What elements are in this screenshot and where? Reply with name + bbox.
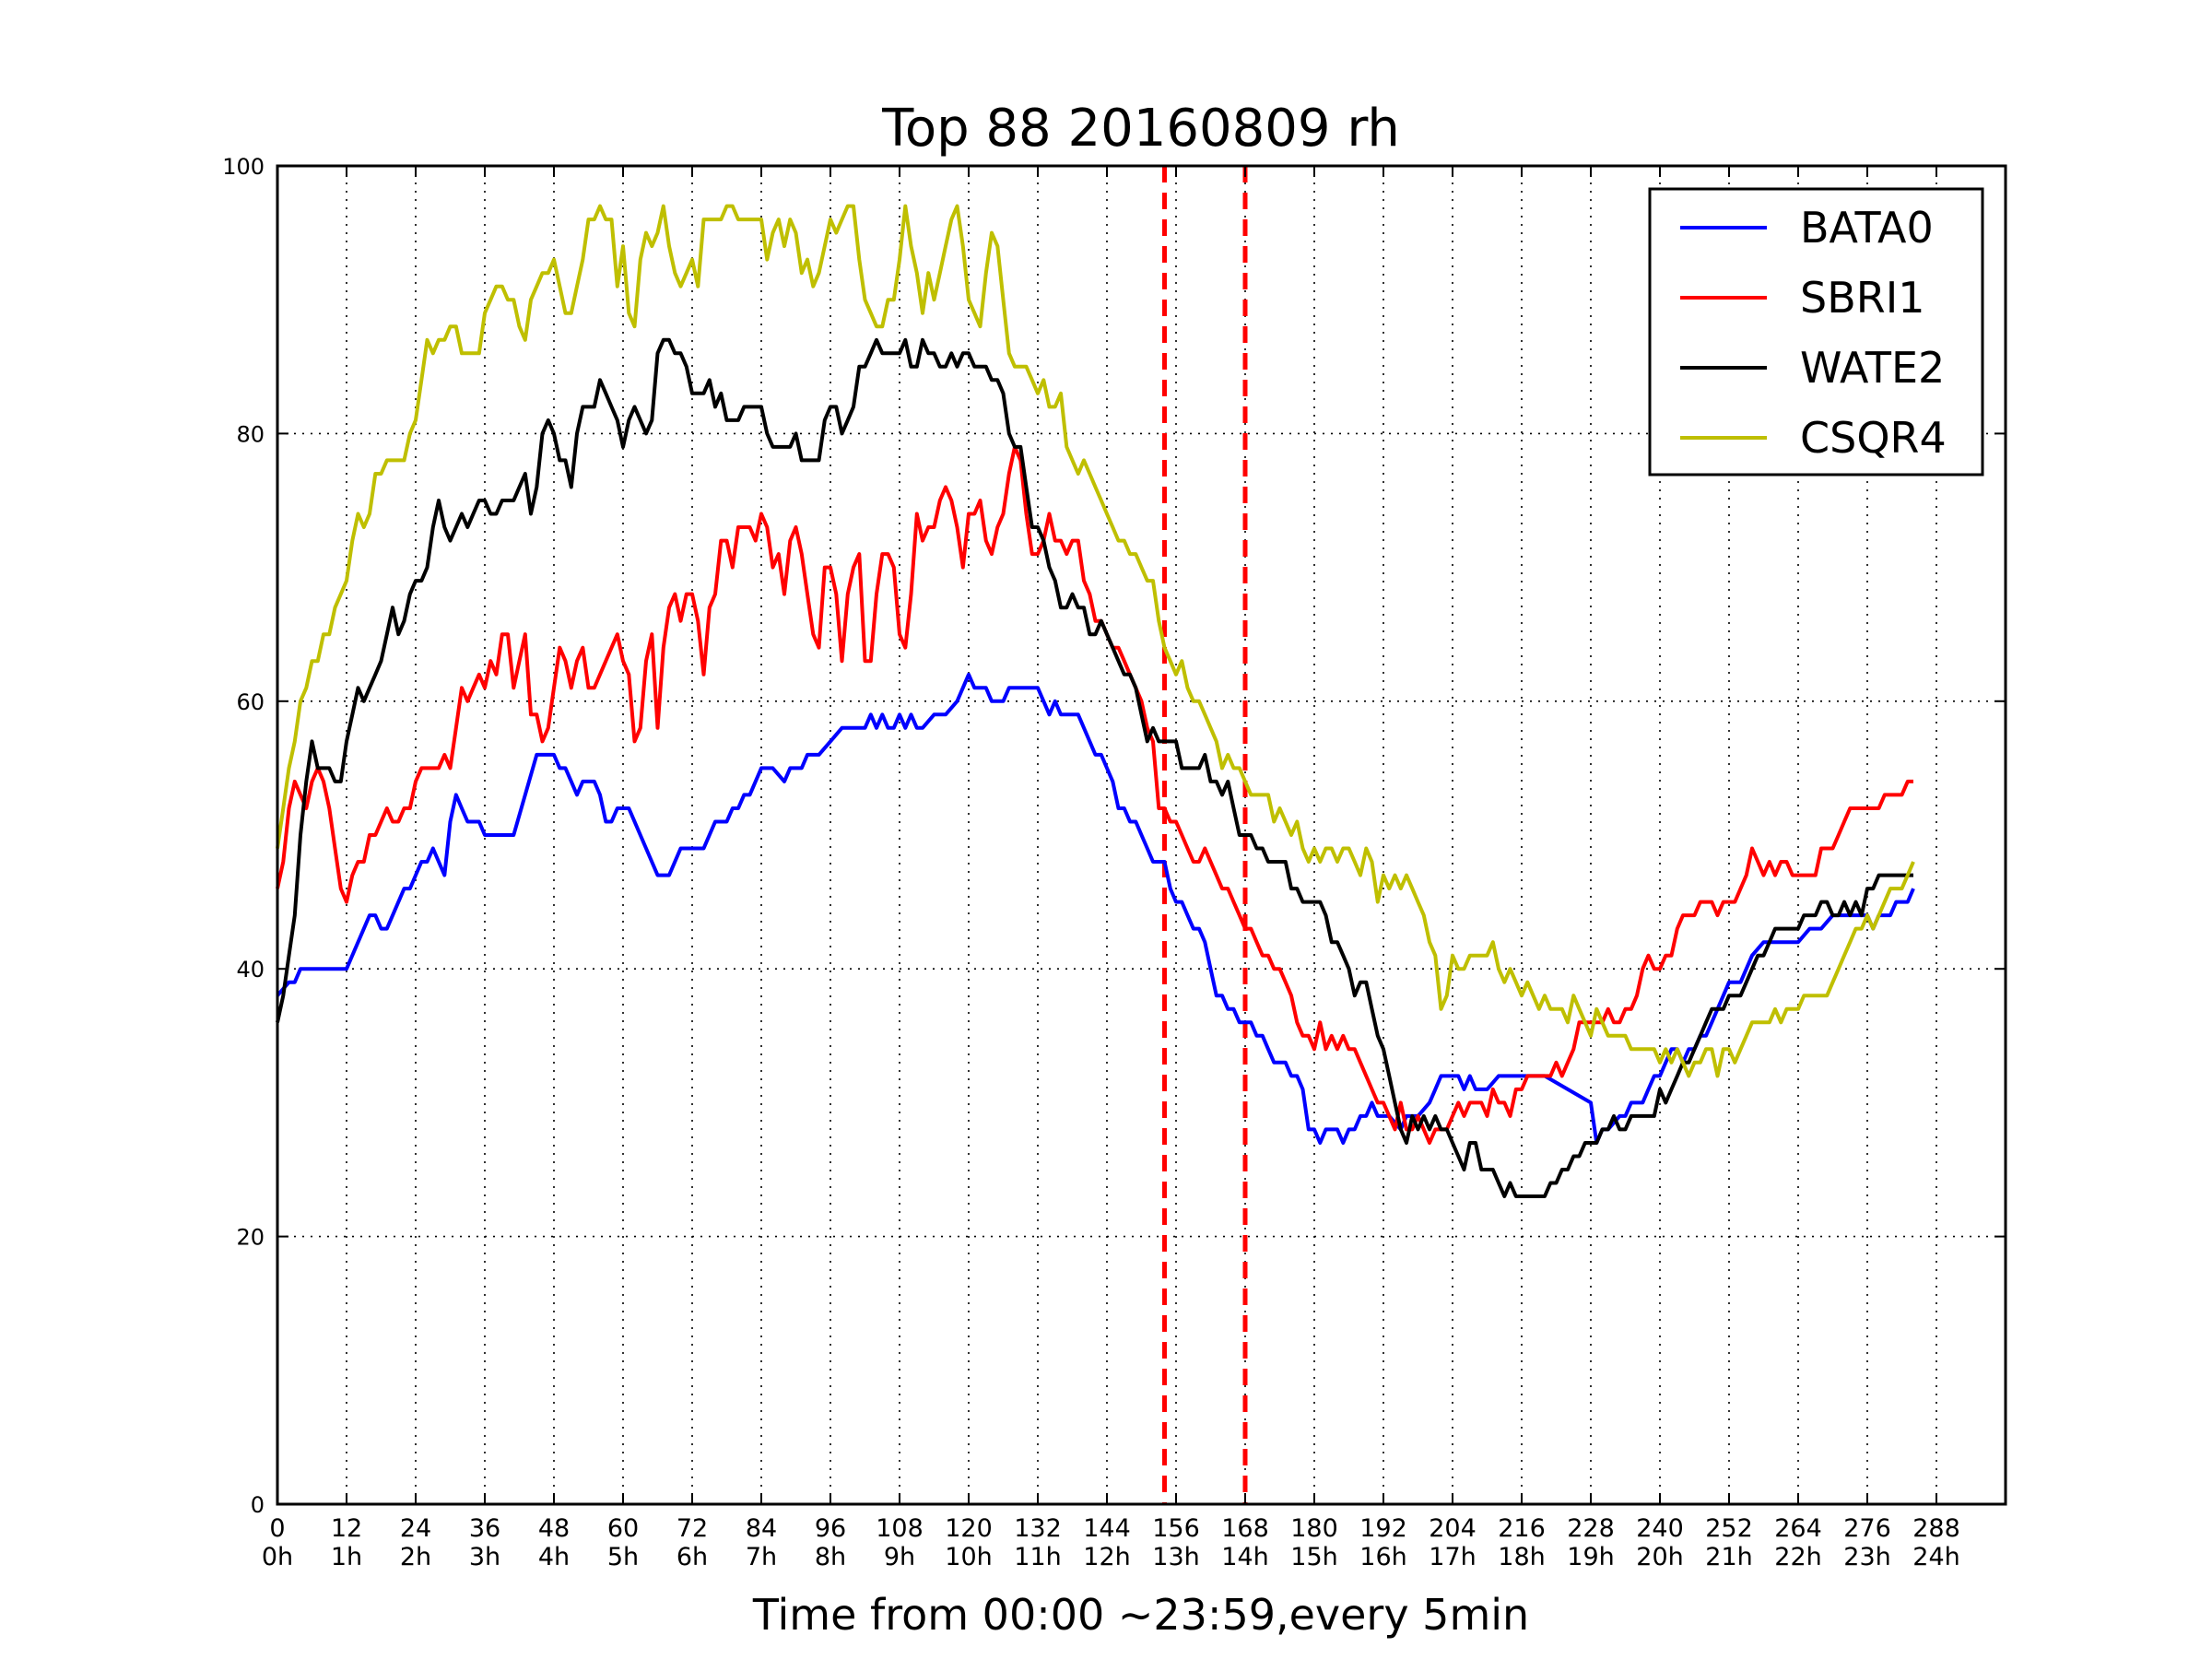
- y-tick-label: 60: [236, 689, 265, 715]
- x-tick-hour-label: 9h: [884, 1543, 915, 1571]
- legend-label: SBRI1: [1800, 273, 1925, 323]
- legend: BATA0 SBRI1 WATE2 CSQR4: [1648, 187, 1984, 477]
- x-tick-hour-label: 13h: [1152, 1543, 1199, 1571]
- x-tick-label: 36: [469, 1514, 500, 1543]
- x-axis-label: Time from 00:00 ~23:59,every 5min: [752, 1590, 1529, 1640]
- axis-ticks: [276, 165, 2006, 1505]
- series-line-sbri1: [276, 444, 1913, 1145]
- x-tick-label: 180: [1290, 1514, 1338, 1543]
- x-tick-hour-label: 24h: [1912, 1543, 1959, 1571]
- y-tick-label: 20: [236, 1225, 265, 1251]
- legend-label: BATA0: [1800, 203, 1934, 253]
- x-tick-label: 84: [746, 1514, 777, 1543]
- x-tick-hour-label: 14h: [1221, 1543, 1268, 1571]
- legend-label: CSQR4: [1800, 413, 1947, 463]
- x-tick-label: 228: [1567, 1514, 1615, 1543]
- x-tick-label: 72: [677, 1514, 708, 1543]
- series-line-csqr4: [276, 204, 1915, 1078]
- x-tick-hour-label: 6h: [677, 1543, 708, 1571]
- x-tick-label: 24: [400, 1514, 431, 1543]
- series-line-bata0: [276, 672, 1915, 1145]
- x-tick-hour-label: 2h: [400, 1543, 431, 1571]
- x-tick-label: 168: [1221, 1514, 1269, 1543]
- chart-title: Top 88 20160809 rh: [881, 99, 1400, 159]
- x-tick-label: 264: [1774, 1514, 1822, 1543]
- x-tick-hour-label: 7h: [746, 1543, 777, 1571]
- x-tick-hour-label: 22h: [1774, 1543, 1821, 1571]
- y-tick-label: 100: [222, 154, 265, 180]
- x-tick-hour-label: 23h: [1843, 1543, 1890, 1571]
- x-tick-label: 192: [1359, 1514, 1407, 1543]
- legend-box: [1648, 187, 1984, 477]
- x-tick-label: 156: [1152, 1514, 1200, 1543]
- x-tick-label: 48: [538, 1514, 570, 1543]
- x-tick-label: 60: [607, 1514, 639, 1543]
- x-tick-hour-label: 17h: [1429, 1543, 1476, 1571]
- x-tick-hour-label: 18h: [1498, 1543, 1545, 1571]
- x-tick-label: 252: [1705, 1514, 1753, 1543]
- x-tick-label: 120: [945, 1514, 993, 1543]
- x-tick-hour-label: 4h: [538, 1543, 570, 1571]
- x-tick-label: 144: [1083, 1514, 1131, 1543]
- x-tick-label: 216: [1498, 1514, 1546, 1543]
- x-tick-label: 132: [1014, 1514, 1062, 1543]
- x-tick-label: 108: [876, 1514, 924, 1543]
- legend-label: WATE2: [1800, 343, 1945, 393]
- x-tick-label: 204: [1429, 1514, 1477, 1543]
- x-tick-label: 288: [1912, 1514, 1960, 1543]
- series-line-wate2: [276, 337, 1913, 1198]
- x-tick-hour-label: 21h: [1705, 1543, 1752, 1571]
- plot-frame: [276, 164, 2007, 1506]
- x-tick-hour-label: 0h: [262, 1543, 293, 1571]
- x-tick-hour-label: 15h: [1290, 1543, 1337, 1571]
- y-tick-label: 80: [236, 421, 265, 447]
- x-tick-label: 276: [1843, 1514, 1891, 1543]
- x-tick-hour-label: 12h: [1083, 1543, 1130, 1571]
- x-tick-hour-label: 5h: [607, 1543, 639, 1571]
- x-tick-hour-label: 20h: [1636, 1543, 1683, 1571]
- series-lines: [276, 204, 1915, 1198]
- x-tick-label: 240: [1636, 1514, 1684, 1543]
- x-tick-label: 0: [269, 1514, 285, 1543]
- x-tick-label: 96: [815, 1514, 846, 1543]
- x-tick-hour-label: 8h: [815, 1543, 846, 1571]
- x-tick-hour-label: 10h: [945, 1543, 992, 1571]
- x-tick-hour-label: 19h: [1567, 1543, 1614, 1571]
- x-tick-label: 12: [331, 1514, 362, 1543]
- x-tick-hour-label: 11h: [1014, 1543, 1061, 1571]
- y-tick-label: 0: [251, 1492, 265, 1518]
- y-tick-label: 40: [236, 957, 265, 982]
- x-tick-hour-label: 1h: [331, 1543, 362, 1571]
- y-tick-labels: 0 20 40 60 80 100: [222, 154, 265, 1518]
- x-tick-hour-label: 16h: [1359, 1543, 1406, 1571]
- x-tick-hour-label: 3h: [469, 1543, 500, 1571]
